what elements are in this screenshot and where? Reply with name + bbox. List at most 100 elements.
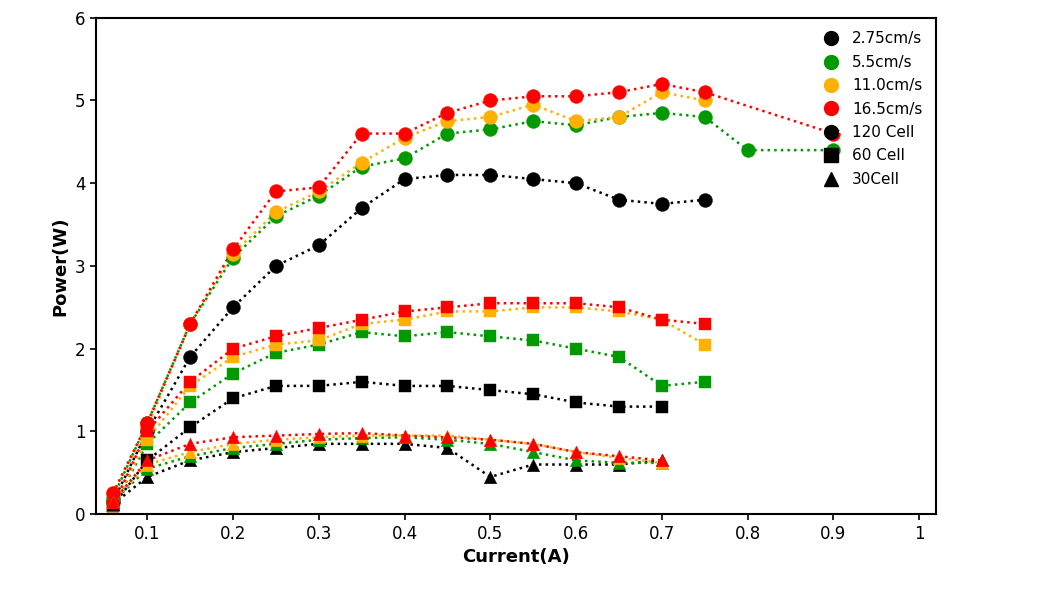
Point <box>482 439 499 449</box>
Point <box>525 92 542 101</box>
Point <box>311 187 328 196</box>
Point <box>104 489 121 498</box>
Point <box>611 307 628 316</box>
Point <box>311 183 328 192</box>
Point <box>567 447 584 457</box>
Point <box>567 121 584 130</box>
Point <box>225 369 242 378</box>
Point <box>525 336 542 345</box>
Point <box>267 443 284 453</box>
X-axis label: Current(A): Current(A) <box>462 548 570 566</box>
Point <box>653 315 670 324</box>
Point <box>138 435 155 444</box>
Point <box>696 340 713 349</box>
Point <box>311 433 328 442</box>
Point <box>138 427 155 436</box>
Point <box>653 79 670 89</box>
Point <box>653 315 670 324</box>
Point <box>104 501 121 511</box>
Point <box>182 319 199 329</box>
Point <box>439 435 456 444</box>
Point <box>267 207 284 217</box>
Point <box>353 319 370 329</box>
Point <box>138 427 155 436</box>
Point <box>138 460 155 469</box>
Point <box>439 327 456 337</box>
Point <box>653 87 670 97</box>
Point <box>225 443 242 453</box>
Point <box>653 381 670 391</box>
Point <box>396 315 413 324</box>
Point <box>138 456 155 465</box>
Point <box>311 429 328 439</box>
Point <box>567 92 584 101</box>
Legend: 2.75cm/s, 5.5cm/s, 11.0cm/s, 16.5cm/s, 120 Cell, 60 Cell, 30Cell: 2.75cm/s, 5.5cm/s, 11.0cm/s, 16.5cm/s, 1… <box>810 25 929 193</box>
Point <box>611 352 628 362</box>
Point <box>611 460 628 469</box>
Point <box>525 439 542 449</box>
Point <box>653 456 670 465</box>
Point <box>353 315 370 324</box>
Point <box>653 458 670 467</box>
Point <box>525 447 542 457</box>
Point <box>482 112 499 122</box>
Point <box>104 497 121 506</box>
Point <box>267 340 284 349</box>
Point <box>696 195 713 204</box>
Point <box>611 87 628 97</box>
Point <box>482 96 499 105</box>
Point <box>104 489 121 498</box>
Point <box>104 501 121 511</box>
Point <box>138 418 155 428</box>
Point <box>182 319 199 329</box>
Point <box>567 398 584 407</box>
Point <box>182 452 199 461</box>
Point <box>182 456 199 465</box>
Point <box>525 298 542 308</box>
Point <box>267 431 284 440</box>
Point <box>138 418 155 428</box>
Point <box>104 501 121 511</box>
Point <box>611 112 628 122</box>
Point <box>567 303 584 312</box>
Point <box>311 340 328 349</box>
Point <box>182 423 199 432</box>
Point <box>439 303 456 312</box>
Point <box>353 203 370 213</box>
Point <box>182 381 199 391</box>
Point <box>825 145 842 155</box>
Point <box>482 385 499 395</box>
Point <box>353 439 370 449</box>
Point <box>104 493 121 502</box>
Point <box>482 298 499 308</box>
Point <box>611 402 628 411</box>
Point <box>525 174 542 184</box>
Point <box>439 443 456 453</box>
Point <box>225 394 242 403</box>
Point <box>396 381 413 391</box>
Point <box>739 145 757 155</box>
Point <box>225 303 242 312</box>
Point <box>267 348 284 358</box>
Point <box>225 245 242 254</box>
Point <box>482 472 499 482</box>
Point <box>696 112 713 122</box>
Point <box>439 381 456 391</box>
Point <box>396 133 413 142</box>
Point <box>138 456 155 465</box>
Point <box>182 377 199 387</box>
Point <box>696 87 713 97</box>
Point <box>611 452 628 461</box>
Point <box>396 154 413 163</box>
Point <box>653 402 670 411</box>
Point <box>225 253 242 262</box>
Point <box>525 460 542 469</box>
Point <box>311 439 328 449</box>
Point <box>182 398 199 407</box>
Point <box>182 447 199 457</box>
Point <box>138 472 155 482</box>
Point <box>267 187 284 196</box>
Point <box>311 191 328 200</box>
Point <box>653 458 670 467</box>
Point <box>225 433 242 442</box>
